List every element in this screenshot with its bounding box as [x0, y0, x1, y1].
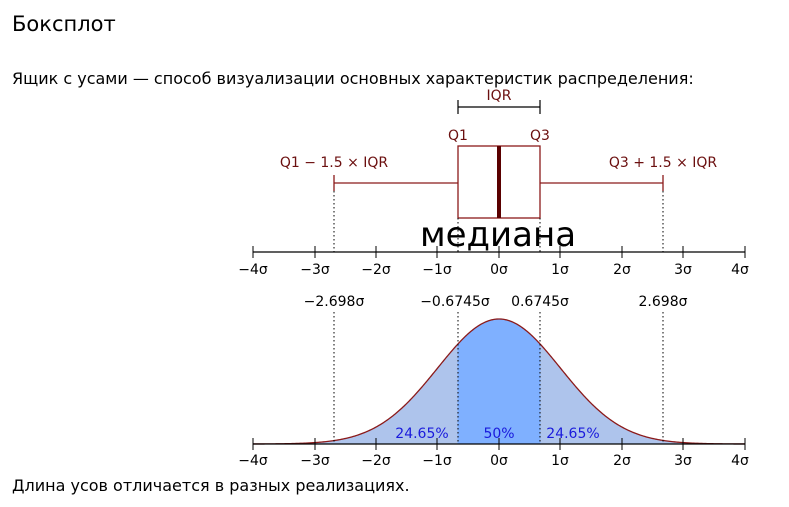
median-label: медиана [420, 215, 576, 255]
q1-label: Q1 [448, 128, 468, 144]
top-tick-label: −4σ [238, 262, 268, 278]
slide-title: Боксплот [12, 12, 116, 36]
lower-whisker-label: Q1 − 1.5 × IQR [280, 155, 389, 171]
tail-region-left [253, 344, 458, 444]
top-tick-label: 2σ [613, 262, 631, 278]
bottom-tick-label: −4σ [238, 453, 268, 469]
marker-label: −2.698σ [304, 294, 365, 310]
bottom-tick-label: 1σ [551, 453, 569, 469]
top-axis [252, 246, 746, 258]
top-tick-label: 1σ [551, 262, 569, 278]
marker-label: −0.6745σ [420, 294, 490, 310]
region-label-center: 50% [483, 426, 514, 442]
dotted-guides [333, 191, 664, 444]
top-tick-label: −2σ [361, 262, 391, 278]
marker-label: 0.6745σ [511, 294, 569, 310]
iqr-label: IQR [487, 88, 512, 104]
intro-text: Ящик с усами — способ визуализации основ… [12, 69, 694, 88]
region-label-right: 24.65% [546, 426, 599, 442]
q3-label: Q3 [530, 128, 550, 144]
footer-text: Длина усов отличается в разных реализаци… [12, 476, 410, 495]
top-tick-label: 3σ [674, 262, 692, 278]
top-tick-label: 4σ [731, 262, 749, 278]
region-label-left: 24.65% [395, 426, 448, 442]
top-tick-label: −3σ [300, 262, 330, 278]
marker-label: 2.698σ [639, 294, 688, 310]
bottom-tick-label: 4σ [731, 453, 749, 469]
bottom-tick-label: 2σ [613, 453, 631, 469]
iqr-bracket [457, 100, 541, 114]
bottom-tick-label: −3σ [300, 453, 330, 469]
bottom-tick-label: −2σ [361, 453, 391, 469]
bottom-tick-label: 0σ [490, 453, 508, 469]
center-region [457, 319, 541, 444]
bottom-axis [252, 438, 746, 450]
bottom-tick-label: 3σ [674, 453, 692, 469]
upper-whisker-label: Q3 + 1.5 × IQR [609, 155, 718, 171]
top-tick-label: 0σ [490, 262, 508, 278]
bottom-tick-label: −1σ [422, 453, 452, 469]
whiskers [333, 175, 664, 191]
tail-region-right [540, 344, 745, 444]
top-tick-label: −1σ [422, 262, 452, 278]
